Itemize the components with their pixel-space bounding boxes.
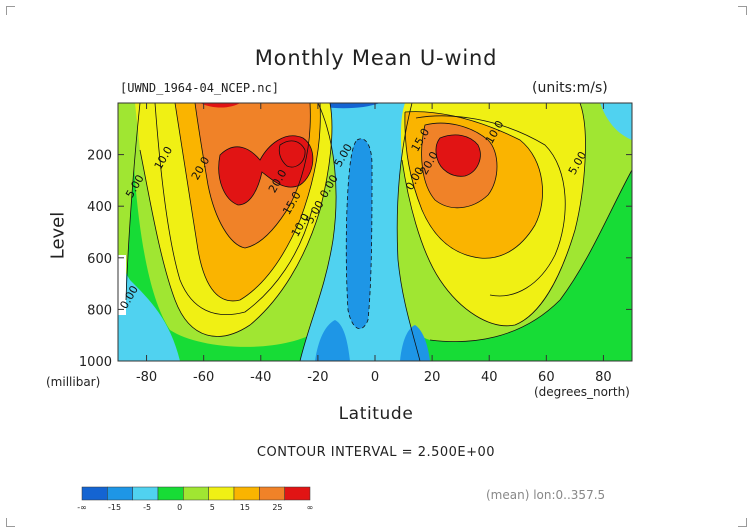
fill-south-jet-max	[218, 135, 313, 205]
x-axis-unit: (degrees_north)	[534, 385, 630, 399]
contour-line	[421, 122, 498, 209]
x-tick-label: -60	[193, 370, 214, 385]
x-tick-label: 80	[595, 370, 612, 385]
file-label: [UWND_1964-04_NCEP.nc]	[120, 81, 279, 95]
fill-cyan-south	[118, 260, 180, 361]
contour-line	[396, 103, 421, 361]
chart-title: Monthly Mean U-wind	[254, 46, 498, 70]
colorbar-label: 0	[177, 503, 182, 512]
y-axis-unit: (millibar)	[46, 375, 101, 389]
fill-cyan-north	[600, 103, 632, 140]
contour-line	[401, 103, 586, 327]
contour-line	[415, 115, 566, 297]
colorbar-label: 15	[240, 503, 250, 512]
y-tick-label: 1000	[79, 355, 112, 370]
contour-line	[404, 111, 543, 259]
x-tick-label: -20	[307, 370, 328, 385]
crop-mark-br	[738, 518, 747, 527]
fill-north-jet-max	[436, 134, 481, 177]
y-tick-label: 400	[87, 200, 112, 215]
y-tick-label: 800	[87, 303, 112, 318]
colorbar-label: 5	[210, 503, 215, 512]
contour-line	[130, 103, 632, 342]
contour-line	[278, 140, 306, 168]
colorbar-swatch	[183, 486, 209, 501]
mean-note: (mean) lon:0..357.5	[486, 488, 606, 502]
x-tick-label: -40	[250, 370, 271, 385]
crop-mark-bl	[6, 518, 15, 527]
colorbar-label: -∞	[77, 503, 87, 512]
colorbar-swatch	[233, 486, 260, 501]
colorbar-swatch	[157, 486, 184, 501]
contour-line	[345, 138, 373, 330]
fill-south-top	[200, 103, 240, 108]
colorbar-swatch	[132, 486, 159, 501]
y-tick-label: 600	[87, 252, 112, 267]
contour-line	[135, 103, 333, 337]
contour-line	[299, 103, 337, 361]
fill-easterly-low-south	[315, 320, 350, 361]
filled-contours	[118, 103, 632, 361]
contour-line	[194, 103, 311, 249]
x-tick-label: -80	[136, 370, 157, 385]
colorbar-swatch	[208, 486, 235, 501]
contour-lines	[125, 103, 632, 361]
colorbar: -∞ -15 -5 0 5 15 25 ∞	[77, 486, 314, 512]
x-tick-label: 40	[481, 370, 498, 385]
x-axis-label: Latitude	[338, 404, 414, 424]
contour-interval-note: CONTOUR INTERVAL = 2.500E+00	[256, 445, 496, 460]
x-tick-label: 0	[371, 370, 379, 385]
colorbar-label: -15	[108, 503, 121, 512]
fill-easterly-core	[346, 138, 372, 329]
x-tick-label: 60	[538, 370, 555, 385]
contour-line	[125, 103, 141, 301]
contour-line	[218, 135, 314, 206]
contour-line	[435, 134, 481, 177]
fill-missing	[118, 255, 126, 315]
colorbar-swatch	[107, 486, 133, 501]
colorbar-label: ∞	[307, 503, 314, 512]
axis-ticks: -80 -60 -40 -20 0 20 40 60 80 200 400 600 800 1000	[79, 103, 632, 385]
colorbar-label: 25	[272, 503, 282, 512]
colorbar-label: -5	[143, 503, 151, 512]
units-label: (units:m/s)	[532, 80, 608, 96]
crop-mark-tl	[6, 6, 15, 15]
x-tick-label: 20	[424, 370, 441, 385]
crop-mark-tr	[738, 6, 747, 15]
colorbar-swatch	[284, 486, 311, 501]
colorbar-swatch	[81, 486, 108, 501]
colorbar-swatch	[259, 486, 285, 501]
contour-line	[154, 103, 313, 316]
contour-line	[174, 103, 321, 302]
y-tick-label: 200	[87, 149, 112, 164]
